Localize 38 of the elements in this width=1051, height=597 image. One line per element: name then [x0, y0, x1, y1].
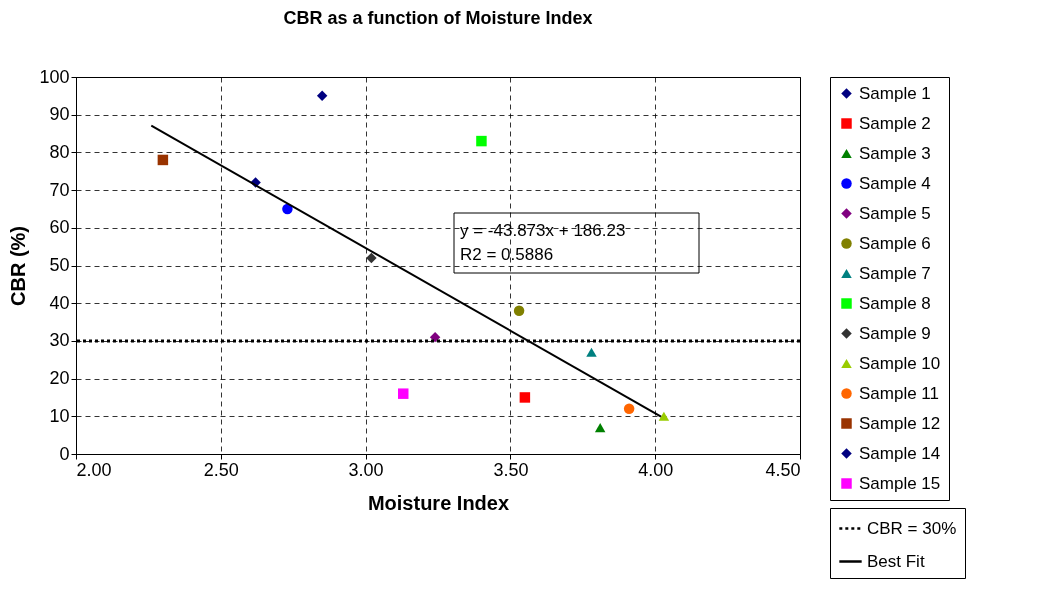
y-tick-label: 0: [59, 443, 70, 464]
legend-label: Sample 1: [859, 83, 931, 103]
y-tick-label: 40: [49, 292, 70, 313]
legend-label: Sample 6: [859, 233, 931, 253]
legend-label: Sample 12: [859, 413, 941, 433]
y-tick-label: 10: [49, 405, 70, 426]
annotation: y = -43.873x + 186.23: [460, 221, 626, 240]
y-tick-label: 20: [49, 368, 70, 389]
legend-label: Sample 5: [859, 203, 931, 223]
legend-label: Sample 10: [859, 353, 941, 373]
x-tick-label: 2.50: [203, 459, 239, 480]
legend-label: Sample 9: [859, 323, 931, 343]
legend-label: Best Fit: [867, 551, 925, 571]
x-axis-title: Moisture Index: [367, 491, 510, 514]
legend-label: Sample 15: [859, 473, 941, 493]
annotation: R2 = 0.5886: [460, 245, 554, 264]
legend-label: Sample 11: [859, 383, 940, 403]
y-tick-label: 70: [49, 179, 70, 200]
x-tick-label: 4.00: [638, 459, 674, 480]
legend-label: Sample 8: [859, 293, 931, 313]
legend-label: Sample 3: [859, 143, 931, 163]
y-axis-title: CBR (%): [7, 226, 30, 306]
y-tick-label: 50: [49, 255, 70, 275]
y-tick-label: 90: [49, 104, 70, 125]
x-tick-label: 3.50: [493, 459, 529, 480]
legend-label: Sample 2: [859, 113, 931, 133]
x-tick-label: 3.00: [348, 459, 384, 480]
y-tick-label: 80: [49, 141, 70, 162]
legend-label: CBR = 30%: [867, 518, 957, 538]
legend-label: Sample 4: [859, 173, 931, 193]
x-tick-label: 2.00: [76, 459, 112, 480]
y-tick-label: 100: [39, 66, 70, 87]
y-tick-label: 60: [49, 217, 70, 238]
chart-title: CBR as a function of Moisture Index: [283, 8, 593, 28]
y-tick-label: 30: [49, 330, 70, 351]
legend-label: Sample 14: [859, 443, 941, 463]
x-tick-label: 4.50: [765, 459, 801, 480]
legend-label: Sample 7: [859, 263, 931, 283]
